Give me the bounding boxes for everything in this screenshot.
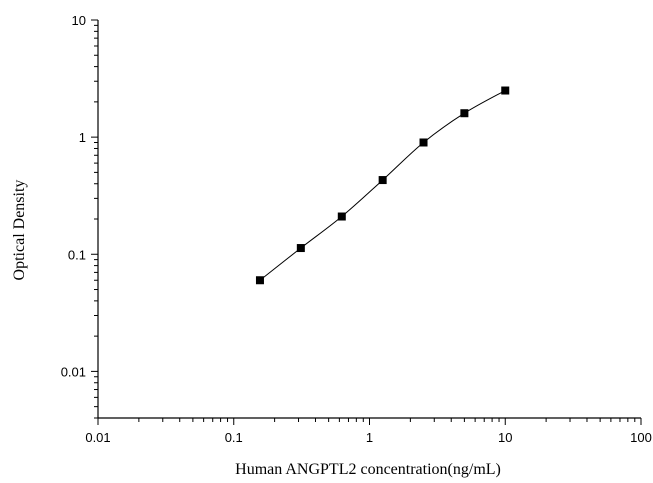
x-tick-label: 0.01 — [85, 430, 110, 445]
y-axis-ticks: 0.01 0.1 1 10 — [61, 13, 98, 419]
data-point — [255, 276, 264, 285]
y-tick-label: 1 — [79, 130, 86, 145]
y-axis-title: Optical Density — [11, 180, 28, 281]
data-point — [296, 244, 305, 253]
data-point — [419, 138, 428, 147]
x-tick-label: 0.1 — [225, 430, 243, 445]
data-points — [255, 86, 510, 285]
x-axis-ticks: 0.01 0.1 1 10 100 — [85, 418, 652, 445]
data-point — [378, 176, 387, 185]
y-tick-label: 10 — [72, 13, 86, 28]
data-point — [501, 86, 510, 95]
x-tick-label: 10 — [498, 430, 512, 445]
fit-curve — [259, 90, 506, 281]
y-tick-label: 0.01 — [61, 364, 86, 379]
data-point — [337, 212, 346, 221]
x-tick-label: 100 — [630, 430, 652, 445]
x-axis-title: Human ANGPTL2 concentration(ng/mL) — [235, 461, 501, 478]
y-tick-label: 0.1 — [68, 247, 86, 262]
data-point — [460, 109, 469, 118]
axes — [97, 20, 641, 419]
x-tick-label: 1 — [366, 430, 373, 445]
